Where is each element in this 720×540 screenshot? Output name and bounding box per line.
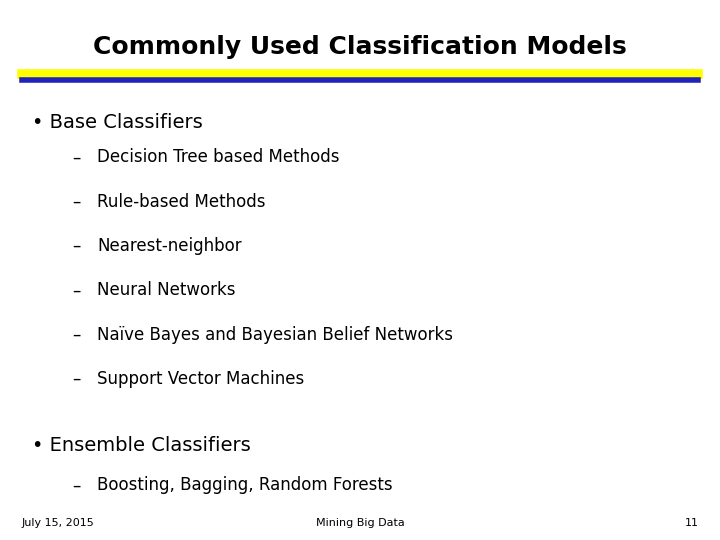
Text: Nearest-neighbor: Nearest-neighbor bbox=[97, 237, 242, 255]
Text: –: – bbox=[72, 148, 81, 166]
Text: 11: 11 bbox=[685, 518, 698, 528]
Text: Mining Big Data: Mining Big Data bbox=[315, 518, 405, 528]
Text: Neural Networks: Neural Networks bbox=[97, 281, 235, 299]
Text: –: – bbox=[72, 370, 81, 388]
Text: Commonly Used Classification Models: Commonly Used Classification Models bbox=[93, 35, 627, 59]
Text: –: – bbox=[72, 281, 81, 299]
Text: July 15, 2015: July 15, 2015 bbox=[22, 518, 94, 528]
Text: Rule-based Methods: Rule-based Methods bbox=[97, 193, 266, 211]
Text: Naïve Bayes and Bayesian Belief Networks: Naïve Bayes and Bayesian Belief Networks bbox=[97, 326, 453, 343]
Text: Decision Tree based Methods: Decision Tree based Methods bbox=[97, 148, 340, 166]
Text: –: – bbox=[72, 193, 81, 211]
Text: • Base Classifiers: • Base Classifiers bbox=[32, 113, 203, 132]
Text: –: – bbox=[72, 476, 81, 494]
Text: Boosting, Bagging, Random Forests: Boosting, Bagging, Random Forests bbox=[97, 476, 393, 494]
Text: • Ensemble Classifiers: • Ensemble Classifiers bbox=[32, 436, 251, 455]
Text: –: – bbox=[72, 237, 81, 255]
Text: –: – bbox=[72, 326, 81, 343]
Text: Support Vector Machines: Support Vector Machines bbox=[97, 370, 305, 388]
